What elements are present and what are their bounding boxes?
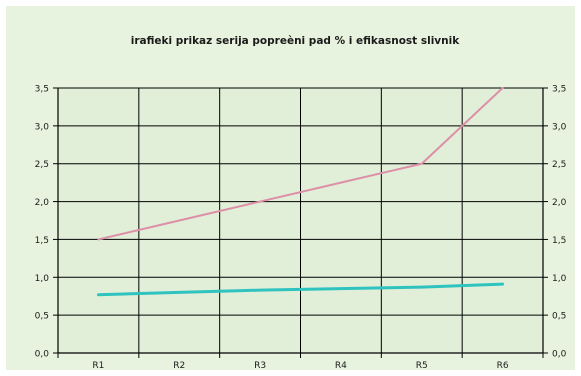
x-tick-label: R4 (335, 361, 347, 371)
y-tick-label-right: 0,5 (552, 312, 566, 322)
y-tick-label-right: 0,0 (552, 350, 567, 360)
x-tick-label: R6 (497, 361, 509, 371)
x-tick-label: R1 (92, 361, 104, 371)
x-tick-label: R3 (254, 361, 266, 371)
y-tick-label-right: 3,0 (552, 122, 567, 132)
y-tick-label-right: 3,5 (552, 85, 566, 95)
y-tick-label-left: 2,0 (35, 198, 50, 208)
chart-title: irafieki prikaz serija popreèni pad % i … (131, 35, 460, 47)
x-tick-label: R5 (416, 361, 428, 371)
y-tick-label-right: 1,5 (552, 236, 566, 246)
series-line-1 (97, 87, 504, 241)
y-tick-label-left: 3,5 (35, 85, 49, 95)
y-tick-label-right: 1,0 (552, 274, 567, 284)
y-tick-label-right: 2,0 (552, 198, 567, 208)
y-tick-label-left: 1,0 (35, 274, 50, 284)
y-tick-label-left: 0,5 (35, 312, 49, 322)
plot-area: 0,0 0,0 0,5 0,5 1,0 1,0 1,5 1,5 2,0 2,0 2,5 2,5 3,0 3… (35, 85, 567, 372)
y-tick-label-left: 1,5 (35, 236, 49, 246)
x-tick-label: R2 (173, 361, 185, 371)
y-tick-label-left: 0,0 (35, 350, 50, 360)
y-tick-label-left: 3,0 (35, 122, 50, 132)
y-tick-label-left: 2,5 (35, 160, 49, 170)
y-tick-label-right: 2,5 (552, 160, 566, 170)
series-line-2 (96, 282, 505, 297)
